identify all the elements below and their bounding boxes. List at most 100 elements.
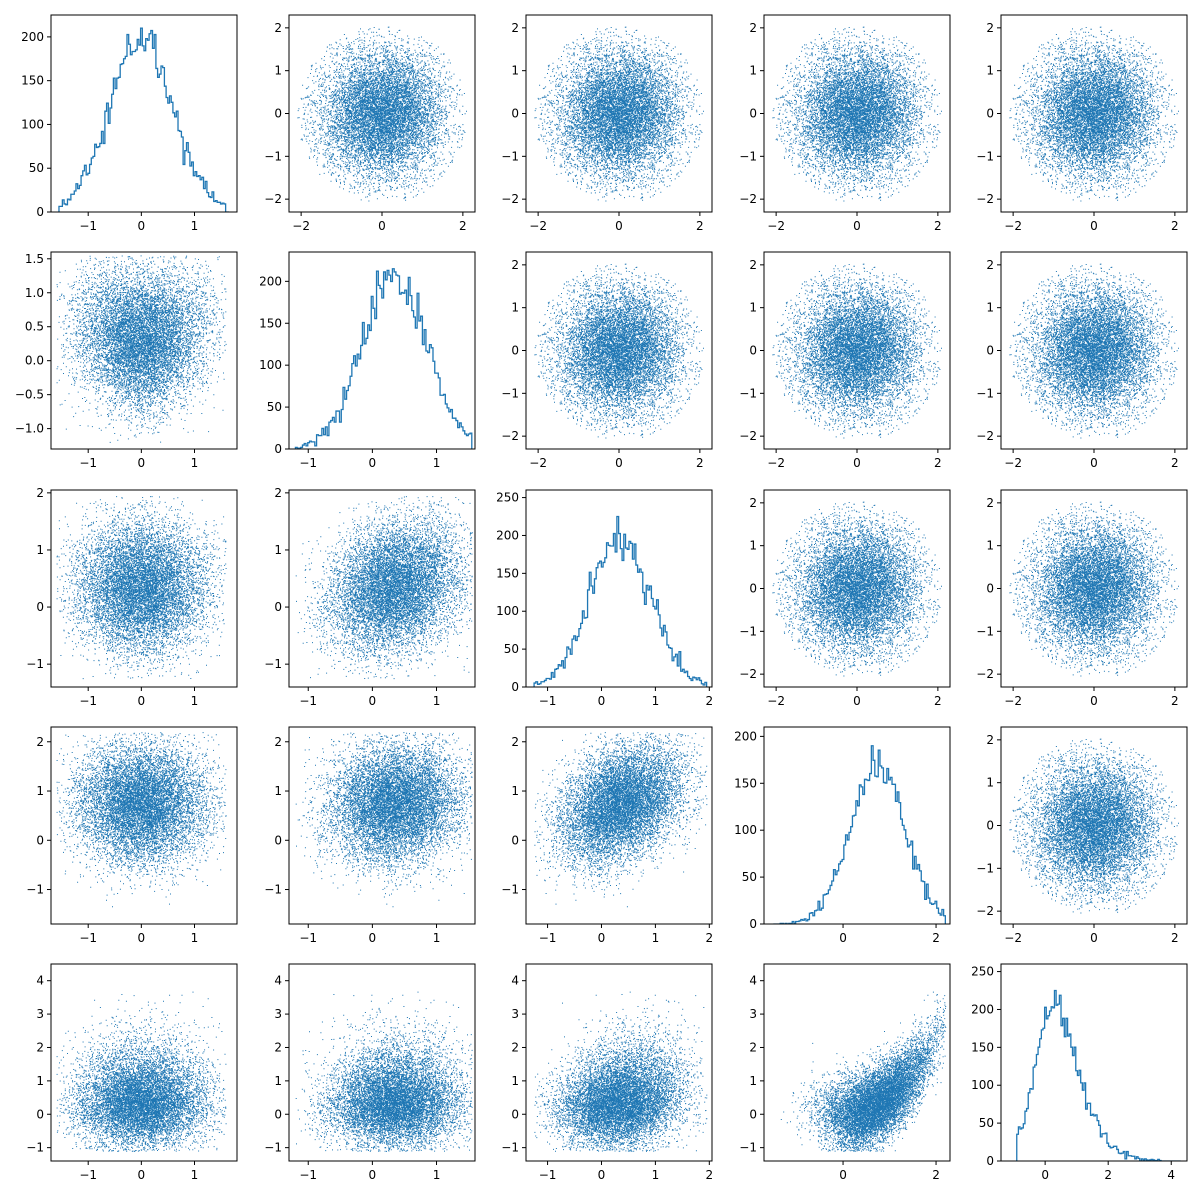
panel-frame-0-0 [50,14,238,213]
xtick-label-4-2: 1 [652,1168,660,1182]
scatter-points-2-0 [56,496,227,680]
ytick-label-0-2: 2 [511,21,519,35]
xtick-label-0-2: 2 [696,219,704,233]
xtick-label-2-2: −1 [539,694,557,708]
panel-4-1: −1 0 1 −1 0 1 2 3 4 [264,963,476,1182]
scatter-points-4-1 [295,991,473,1152]
xtick-label-4-0: 0 [138,1168,146,1182]
panel-frame-1-4 [1000,251,1188,450]
panel-2-2: −1 0 1 2 0 50 100 150 200 250 [496,489,713,708]
ytick-label-1-3: 2 [749,258,757,272]
histogram-line-0 [58,27,230,212]
scatter-points-3-2 [534,732,708,908]
ytick-label-4-0: 0 [36,1107,44,1121]
ytick-label-3-0: −1 [26,883,44,897]
panel-frame-2-1 [288,489,476,688]
plot-area-4-3 [780,991,947,1152]
plot-area-2-3 [772,501,942,677]
ytick-label-3-1: 2 [274,735,282,749]
xtick-label-1-1: −1 [299,456,317,470]
scatter-points-4-2 [534,991,708,1152]
ytick-label-0-2: −2 [501,192,519,206]
panel-1-1: −1 0 1 0 50 100 150 200 [259,251,476,470]
xtick-label-1-4: −2 [1004,456,1022,470]
panel-3-0: −1 0 1 −1 0 1 2 [26,726,238,945]
ytick-label-2-4: 2 [986,496,994,510]
xtick-label-4-2: 2 [705,1168,713,1182]
ytick-label-1-4: 1 [986,301,994,315]
xtick-label-1-2: 0 [615,456,623,470]
xtick-label-2-4: −2 [1004,694,1022,708]
ytick-label-3-1: −1 [264,883,282,897]
panel-frame-4-4 [1000,963,1188,1162]
ytick-label-0-3: 1 [749,64,757,78]
ytick-label-2-3: 0 [749,582,757,596]
plot-area-0-4 [1009,26,1179,202]
xtick-label-3-0: 1 [191,931,199,945]
xtick-label-3-2: 2 [705,931,713,945]
xtick-label-1-0: 0 [138,456,146,470]
xtick-label-2-2: 1 [652,694,660,708]
histogram-line-2 [533,515,708,687]
ytick-label-0-3: −2 [739,192,757,206]
ytick-label-1-4: −1 [976,386,994,400]
ytick-label-2-3: 1 [749,539,757,553]
ytick-label-4-3: 4 [749,974,757,988]
ytick-label-2-0: 1 [36,543,44,557]
panel-0-0: −1 0 1 0 50 100 150 200 [21,14,238,233]
ytick-label-0-3: 2 [749,21,757,35]
ytick-label-0-0: 50 [29,161,44,175]
ytick-label-1-3: 0 [749,344,757,358]
ytick-label-1-1: 150 [259,316,282,330]
plot-area-4-4 [1016,989,1181,1161]
scatter-points-1-0 [56,255,227,443]
ytick-label-3-4: 1 [986,776,994,790]
plot-area-3-4 [1009,738,1179,914]
xtick-label-1-4: 2 [1171,456,1179,470]
ytick-label-3-3: 200 [734,729,757,743]
ytick-label-1-2: 2 [511,258,519,272]
ytick-label-0-4: 2 [986,21,994,35]
xtick-label-2-1: 0 [369,694,377,708]
ytick-label-3-0: 2 [36,735,44,749]
panel-frame-2-4 [1000,489,1188,688]
ytick-label-1-3: 1 [749,301,757,315]
xtick-label-4-4: 0 [1041,1168,1049,1182]
panel-frame-3-3 [763,726,951,925]
xtick-label-2-2: 2 [705,694,713,708]
histogram-line-1 [294,268,473,449]
ytick-label-2-2: 100 [496,604,519,618]
ytick-label-1-1: 200 [259,274,282,288]
plot-area-4-2 [534,991,708,1152]
ytick-label-2-2: 250 [496,491,519,505]
xtick-label-4-3: 0 [839,1168,847,1182]
xtick-label-3-0: −1 [79,931,97,945]
panel-frame-4-2 [525,963,713,1162]
xtick-label-1-1: 0 [369,456,377,470]
panel-frame-0-2 [525,14,713,213]
ytick-label-0-1: 0 [274,107,282,121]
ytick-label-2-1: 0 [274,600,282,614]
xtick-label-2-3: 2 [934,694,942,708]
xtick-label-1-2: −2 [529,456,547,470]
plot-area-1-1 [294,268,473,449]
xtick-label-0-2: −2 [529,219,547,233]
panel-1-0: −1 0 1 −1.0 −0.5 0.0 0.5 1.0 1.5 [15,251,238,470]
panel-1-4: −2 0 2 −2 −1 0 1 2 [976,251,1188,470]
panel-frame-2-0 [50,489,238,688]
ytick-label-2-3: −2 [739,667,757,681]
ytick-label-3-3: 0 [749,917,757,931]
xtick-label-1-3: 0 [853,456,861,470]
ytick-label-1-4: −2 [976,429,994,443]
panel-frame-0-1 [288,14,476,213]
panel-0-2: −2 0 2 −2 −1 0 1 2 [501,14,713,233]
ytick-label-4-1: −1 [264,1141,282,1155]
ytick-label-1-2: −2 [501,429,519,443]
xtick-label-4-1: 1 [433,1168,441,1182]
ytick-label-4-0: −1 [26,1141,44,1155]
xtick-label-0-4: 0 [1090,219,1098,233]
xtick-label-3-4: 2 [1171,931,1179,945]
plot-area-3-2 [534,732,708,908]
ytick-label-4-1: 2 [274,1040,282,1054]
plot-area-1-4 [1009,263,1179,439]
